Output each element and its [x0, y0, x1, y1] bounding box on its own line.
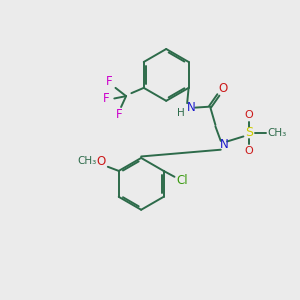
Text: Cl: Cl [177, 174, 188, 188]
Text: F: F [103, 92, 110, 105]
Text: H: H [177, 108, 184, 118]
Text: N: N [187, 101, 196, 114]
Text: S: S [245, 126, 253, 140]
Text: F: F [106, 76, 113, 88]
Text: O: O [97, 155, 106, 168]
Text: N: N [220, 139, 229, 152]
Text: O: O [244, 146, 253, 156]
Text: CH₃: CH₃ [78, 157, 97, 166]
Text: F: F [116, 109, 123, 122]
Text: CH₃: CH₃ [268, 128, 287, 138]
Text: O: O [244, 110, 253, 120]
Text: O: O [218, 82, 228, 95]
